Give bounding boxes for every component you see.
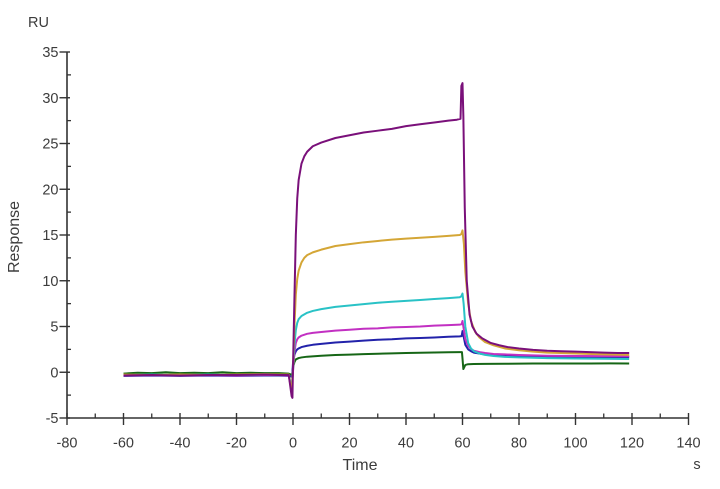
x-tick-label: 40	[398, 436, 414, 452]
x-tick-label: -40	[170, 436, 191, 452]
x-tick-label: 0	[289, 436, 297, 452]
y-tick-label: 30	[42, 91, 58, 107]
x-tick-label: -80	[57, 436, 78, 452]
y-tick-label: 35	[42, 45, 58, 61]
curve-series-magenta	[123, 320, 630, 392]
y-axis-unit-label: RU	[28, 15, 49, 31]
x-axis-unit-label: s	[693, 457, 700, 473]
x-tick-label: 100	[563, 436, 587, 452]
sensorgram-curves	[123, 82, 630, 399]
x-tick-label: 140	[676, 436, 700, 452]
x-tick-label: 20	[341, 436, 357, 452]
x-axis-title: Time	[343, 457, 378, 474]
x-tick-label: 80	[511, 436, 527, 452]
y-tick-label: 15	[42, 228, 58, 244]
x-tick-label: -60	[113, 436, 134, 452]
curve-series-green	[123, 351, 630, 376]
y-axis-title: Response	[6, 201, 23, 273]
y-tick-label: 10	[42, 274, 58, 290]
y-tick-label: -5	[46, 411, 59, 427]
x-tick-label: 120	[620, 436, 644, 452]
curve-series-purple	[123, 82, 630, 399]
y-tick-label: 20	[42, 182, 58, 198]
y-tick-label: 25	[42, 137, 58, 153]
x-tick-label: -20	[226, 436, 247, 452]
y-tick-label: 0	[50, 365, 58, 381]
axes: -5 0 5 10 15 20 25 30 35 -80 -60 -40 -20 0 20 40 60 80 100…	[42, 45, 700, 451]
y-tick-label: 5	[50, 320, 58, 336]
curve-series-gold	[123, 229, 630, 394]
x-tick-label: 60	[454, 436, 470, 452]
